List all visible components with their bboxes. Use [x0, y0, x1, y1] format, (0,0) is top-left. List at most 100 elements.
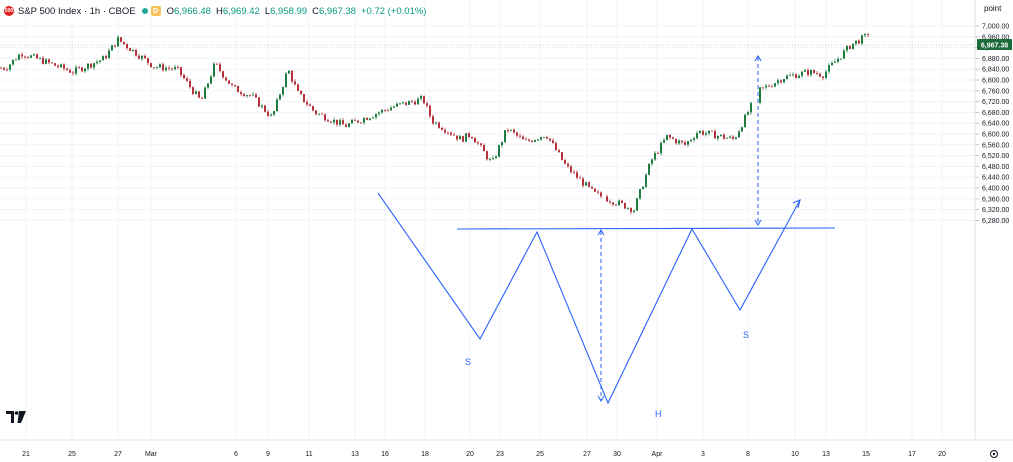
candle-body [594, 188, 596, 192]
candle-body [681, 140, 683, 143]
candle-body [342, 120, 344, 125]
low-value: 6,958.99 [270, 5, 308, 17]
candle-body [846, 45, 848, 51]
candle-body [279, 94, 281, 100]
candle-body [162, 64, 164, 71]
candle-body [39, 57, 41, 59]
time-tick-label: 23 [496, 451, 504, 458]
candle-body [567, 163, 569, 167]
candle-body [510, 129, 512, 131]
candle-body [21, 54, 23, 57]
candle-body [864, 34, 866, 36]
time-tick-label: 20 [938, 451, 946, 458]
candle-body [831, 62, 833, 66]
head-label: H [655, 409, 662, 419]
time-axis[interactable]: 21 25 27 Mar 6 9 11 13 16 18 20 23 25 27 30 Apr 3 8 10 13 15… [22, 451, 946, 458]
candle-body [15, 59, 17, 61]
symbol-logo-icon: 500 [4, 6, 14, 16]
market-status-icon[interactable] [141, 8, 148, 14]
candle-body [432, 116, 434, 124]
candle-body [759, 87, 761, 103]
candle-body [159, 64, 161, 68]
candle-body [819, 73, 821, 77]
candle-body [48, 59, 50, 63]
price-unit-label[interactable]: point [984, 4, 1002, 13]
candle-body [27, 57, 29, 58]
pattern-zigzag-line[interactable] [377, 192, 801, 405]
candle-body [375, 114, 377, 118]
candle-body [339, 120, 341, 125]
candle-body [381, 109, 383, 113]
candle-body [78, 67, 80, 69]
candle-body [81, 67, 83, 72]
candle-body [621, 200, 623, 203]
candle-body [690, 140, 692, 142]
candle-body [243, 94, 245, 97]
candle-body [345, 124, 347, 127]
head-and-shoulders-pattern[interactable]: S H S [377, 55, 836, 419]
symbol-legend[interactable]: 500 S&P 500 Index · 1h · CBOE D O 6,966.4… [4, 3, 431, 19]
price-tick-label: 6,960.00 [982, 34, 1009, 41]
candle-body [654, 153, 656, 160]
candle-body [144, 55, 146, 59]
candle-body [126, 44, 128, 49]
candle-body [318, 113, 320, 115]
candle-body [177, 66, 179, 68]
candle-body [132, 49, 134, 52]
candle-body [309, 104, 311, 107]
candle-body [393, 106, 395, 108]
candle-body [75, 67, 77, 74]
tradingview-logo-icon[interactable] [6, 411, 26, 423]
candle-body [450, 132, 452, 135]
candle-body [453, 134, 455, 136]
candle-body [399, 103, 401, 105]
candle-body [600, 192, 602, 197]
candle-body [852, 43, 854, 49]
candle-body [738, 131, 740, 138]
candle-body [255, 94, 257, 98]
candle-body [174, 66, 176, 70]
price-tick-label: 6,600.00 [982, 132, 1009, 139]
data-delay-badge[interactable]: D [150, 6, 161, 16]
candle-body [807, 70, 809, 75]
candle-body [102, 56, 104, 61]
candle-body [60, 64, 62, 68]
candle-body [414, 101, 416, 105]
candle-body [726, 137, 728, 139]
candle-body [795, 74, 797, 79]
candle-body [84, 68, 86, 72]
candle-body [627, 207, 629, 209]
symbol-title[interactable]: S&P 500 Index · 1h · CBOE [18, 5, 136, 17]
candle-body [552, 140, 554, 143]
candle-body [522, 136, 524, 140]
candle-body [30, 55, 32, 58]
candle-body [576, 172, 578, 178]
neckline[interactable] [456, 227, 836, 230]
candle-body [165, 67, 167, 71]
candle-body [249, 95, 251, 96]
candle-body [183, 75, 185, 79]
high-label: H [215, 5, 223, 17]
candle-body [72, 72, 74, 74]
candle-body [537, 139, 539, 141]
target-arrow-down-icon [754, 219, 762, 226]
price-tick-label: 6,560.00 [982, 142, 1009, 149]
candle-body [231, 83, 233, 86]
candle-body [762, 87, 764, 89]
candle-body [258, 97, 260, 107]
candle-body [117, 37, 119, 47]
candle-body [708, 130, 710, 134]
candle-body [543, 137, 545, 138]
candle-body [219, 64, 221, 72]
gear-icon[interactable] [989, 449, 999, 459]
candle-body [336, 119, 338, 125]
candle-body [3, 67, 5, 70]
candle-body [12, 59, 14, 65]
candle-body [519, 135, 521, 137]
candle-body [441, 127, 443, 130]
candle-body [639, 189, 641, 199]
candle-body [789, 74, 791, 76]
candle-body [351, 119, 353, 124]
candle-body [624, 202, 626, 209]
